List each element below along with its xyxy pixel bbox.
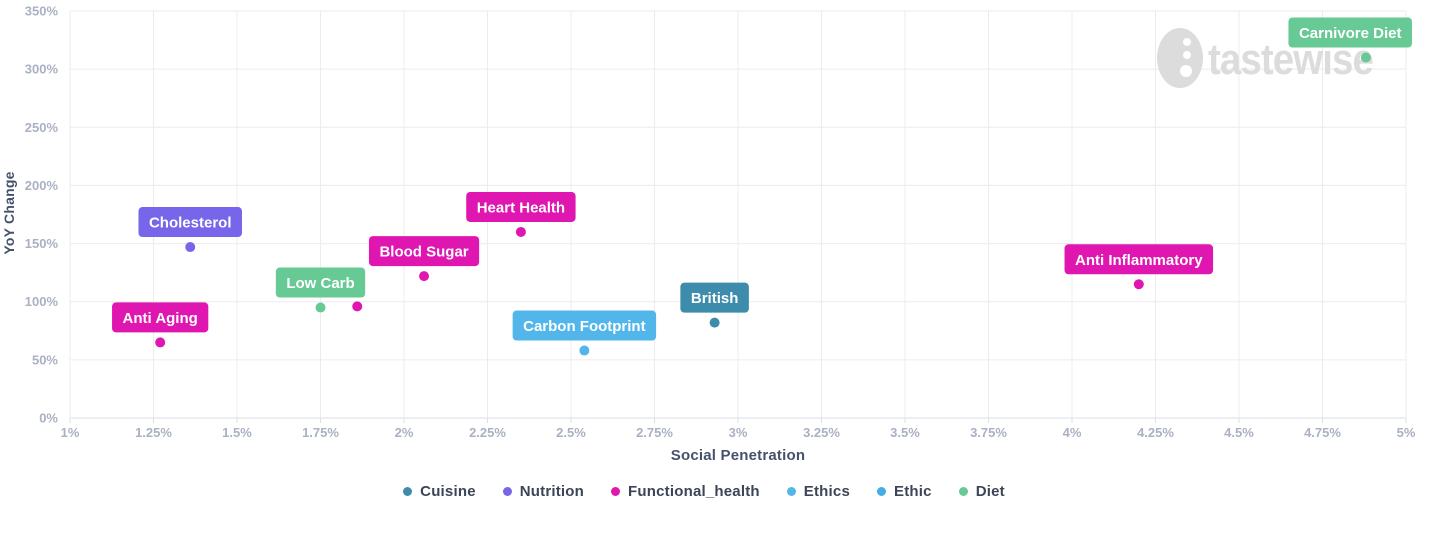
- point-label[interactable]: Cholesterol: [138, 207, 242, 238]
- legend-dot-icon: [877, 487, 886, 496]
- x-tick-label: 1%: [61, 425, 80, 440]
- legend-item-diet[interactable]: Diet: [958, 483, 1005, 500]
- x-tick-label: 2%: [395, 425, 414, 440]
- point-label[interactable]: Anti Aging: [112, 302, 209, 333]
- point-label[interactable]: Carnivore Diet: [1288, 17, 1412, 48]
- point-label-box: [680, 282, 749, 313]
- x-tick-label: 2.25%: [469, 425, 506, 440]
- legend-item-cuisine[interactable]: Cuisine: [403, 483, 476, 500]
- scatter-chart: 0% 50% 100% 150% 200% 250% 300% 350% 1% 1.25% 1.5%…: [25, 4, 1416, 441]
- legend-item-ethic[interactable]: Ethic: [877, 483, 932, 500]
- chart-legend: Cuisine Nutrition Functional_health Ethics E…: [0, 483, 1408, 500]
- legend-dot-icon: [958, 487, 968, 496]
- legend-item-label: Ethics: [803, 483, 850, 500]
- legend-item-ethics[interactable]: Ethics: [786, 483, 850, 500]
- legend-item-label: Cuisine: [420, 483, 476, 500]
- point-label[interactable]: British: [680, 282, 749, 313]
- y-tick-label: 50%: [32, 352, 58, 367]
- data-point[interactable]: [1133, 279, 1144, 290]
- data-point[interactable]: [515, 226, 526, 237]
- x-tick-label: 4.5%: [1224, 425, 1254, 440]
- x-tick-label: 2.75%: [636, 425, 673, 440]
- point-label[interactable]: Carbon Footprint: [512, 310, 657, 341]
- point-label-text: Heart Health: [477, 199, 565, 216]
- legend-item-nutrition[interactable]: Nutrition: [502, 483, 585, 500]
- legend-item-label: Diet: [975, 483, 1005, 500]
- x-tick-label: 5%: [1397, 425, 1416, 440]
- y-tick-label: 300%: [25, 62, 59, 77]
- x-tick-label: 1.25%: [135, 425, 172, 440]
- legend-dot-icon: [611, 487, 621, 496]
- x-tick-label: 4%: [1063, 425, 1082, 440]
- point-label-text: Cholesterol: [149, 215, 232, 232]
- y-tick-label: 200%: [25, 178, 59, 193]
- point-label-text: Anti Inflammatory: [1075, 252, 1203, 269]
- y-tick-label: 150%: [25, 236, 59, 251]
- x-tick-label: 2.5%: [556, 425, 586, 440]
- x-tick-label: 1.5%: [222, 425, 252, 440]
- x-tick-label: 3%: [729, 425, 748, 440]
- point-label-box: [512, 310, 657, 341]
- x-tick-label: 3.25%: [803, 425, 840, 440]
- legend-dot-icon: [786, 487, 796, 496]
- point-label[interactable]: Anti Inflammatory: [1064, 244, 1214, 275]
- point-label-box: [368, 236, 480, 267]
- point-label-text: Carbon Footprint: [523, 318, 645, 335]
- legend-item-label: Nutrition: [519, 483, 585, 500]
- point-label-text: Carnivore Diet: [1299, 25, 1402, 42]
- legend-item-functional_health[interactable]: Functional_health: [611, 483, 760, 500]
- x-axis-title: Social Penetration: [670, 447, 806, 464]
- data-point[interactable]: [185, 242, 196, 253]
- legend-item-label: Ethic: [894, 483, 932, 500]
- point-label-box: [112, 302, 209, 333]
- y-tick-label: 250%: [25, 120, 59, 135]
- x-tick-label: 3.75%: [970, 425, 1007, 440]
- point-label[interactable]: Low Carb: [275, 267, 366, 298]
- point-label-text: Low Carb: [286, 275, 354, 292]
- point-label-box: [1064, 244, 1214, 275]
- y-tick-label: 0%: [39, 411, 58, 426]
- point-label-box: [275, 267, 366, 298]
- x-tick-label: 4.75%: [1304, 425, 1341, 440]
- point-label-box: [1288, 17, 1412, 48]
- x-tick-label: 4.25%: [1137, 425, 1174, 440]
- point-label[interactable]: Blood Sugar: [368, 236, 480, 267]
- legend-dot-icon: [403, 487, 413, 496]
- x-tick-label: 1.75%: [302, 425, 339, 440]
- legend-item-label: Functional_health: [628, 483, 760, 500]
- data-point[interactable]: [315, 302, 326, 313]
- data-point[interactable]: [419, 271, 430, 282]
- data-point[interactable]: [1360, 52, 1371, 63]
- point-label-text: Anti Aging: [123, 310, 198, 327]
- tastewise-logo: tastewise: [1157, 28, 1374, 88]
- y-tick-label: 350%: [25, 4, 59, 19]
- data-point[interactable]: [709, 317, 720, 328]
- point-label-box: [138, 207, 242, 238]
- x-tick-label: 3.5%: [890, 425, 920, 440]
- point-label-text: British: [691, 290, 739, 307]
- point-label-box: [466, 191, 576, 222]
- data-point[interactable]: [352, 301, 363, 312]
- data-point[interactable]: [579, 345, 590, 356]
- y-axis-title: YoY Change: [1, 171, 17, 255]
- data-point[interactable]: [155, 337, 166, 348]
- legend-dot-icon: [502, 487, 512, 496]
- point-label-text: Blood Sugar: [379, 244, 468, 261]
- point-label[interactable]: Heart Health: [466, 191, 576, 222]
- y-tick-label: 100%: [25, 294, 59, 309]
